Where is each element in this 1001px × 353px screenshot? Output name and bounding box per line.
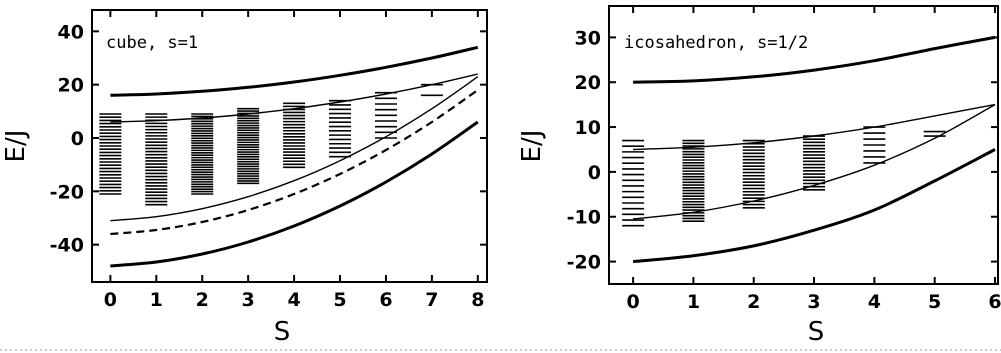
icosahedron-y-axis-title: E/J <box>517 130 547 163</box>
cube-x-axis-title: S <box>274 317 291 347</box>
cube-x-tick-label: 8 <box>471 289 484 311</box>
icosahedron-y-tick-label: -10 <box>567 207 601 229</box>
cube-y-tick-label: 20 <box>58 75 84 97</box>
cube-curve-outer-upper <box>110 45 479 97</box>
icosahedron-x-axis-title: S <box>808 317 825 347</box>
icosahedron-marks: 0 1 2 3 4 5 6 -20 -10 0 10 20 30 <box>567 6 1001 313</box>
icosahedron-y-tick-label: 10 <box>575 117 601 139</box>
icosahedron-curve-inner-upper <box>633 103 996 151</box>
icosahedron-x-tick-label: 3 <box>807 291 820 313</box>
cube-x-tick-label: 0 <box>104 289 117 311</box>
cube-y-tick-label: 0 <box>71 128 84 150</box>
icosahedron-x-tick-label: 2 <box>747 291 760 313</box>
cube-curve-inner-lower <box>110 76 479 222</box>
icosahedron-y-tick-label: -20 <box>567 252 601 274</box>
cube-y-axis-title: E/J <box>1 130 31 163</box>
icosahedron-x-tick-label: 1 <box>687 291 700 313</box>
cube-y-tick-label: -20 <box>50 181 84 203</box>
cube-panel-title: cube, s=1 <box>106 33 198 53</box>
cube-x-tick-label: 7 <box>425 289 438 311</box>
icosahedron-panel: icosahedron, s=1/2 S E/J 0 1 2 3 4 5 6 -20 -10 0 1… <box>517 5 1001 347</box>
icosahedron-x-tick-label: 5 <box>928 291 941 313</box>
icosahedron-curve-inner-lower <box>633 103 996 220</box>
cube-plot-frame <box>91 9 488 283</box>
cube-x-tick-label: 5 <box>333 289 346 311</box>
cube-curve-dashed <box>110 89 479 236</box>
icosahedron-panel-title: icosahedron, s=1/2 <box>624 33 808 53</box>
icosahedron-y-tick-label: 30 <box>575 27 601 49</box>
cube-panel: cube, s=1 S E/J 0 1 2 3 4 5 6 7 8 -40 -20 0 20 40 <box>1 9 488 347</box>
icosahedron-y-tick-label: 0 <box>588 162 601 184</box>
cube-marks: 0 1 2 3 4 5 6 7 8 -40 -20 0 20 40 <box>50 10 487 311</box>
cube-x-tick-label: 4 <box>287 289 300 311</box>
icosahedron-plot-frame <box>608 5 999 285</box>
icosahedron-x-tick-label: 4 <box>868 291 881 313</box>
cube-x-tick-label: 1 <box>150 289 163 311</box>
cube-curve-inner-upper <box>110 73 478 123</box>
icosahedron-curve-outer-upper <box>633 35 996 84</box>
icosahedron-x-tick-label: 6 <box>988 291 1001 313</box>
cube-x-tick-label: 2 <box>196 289 209 311</box>
cube-x-tick-label: 3 <box>242 289 255 311</box>
cube-curve-outer-lower <box>110 120 479 268</box>
cube-x-tick-label: 6 <box>379 289 392 311</box>
cube-y-tick-label: 40 <box>58 21 84 43</box>
icosahedron-x-tick-label: 0 <box>627 291 640 313</box>
icosahedron-y-tick-label: 20 <box>575 72 601 94</box>
cube-y-tick-label: -40 <box>50 235 84 257</box>
icosahedron-curve-outer-lower <box>632 148 996 264</box>
